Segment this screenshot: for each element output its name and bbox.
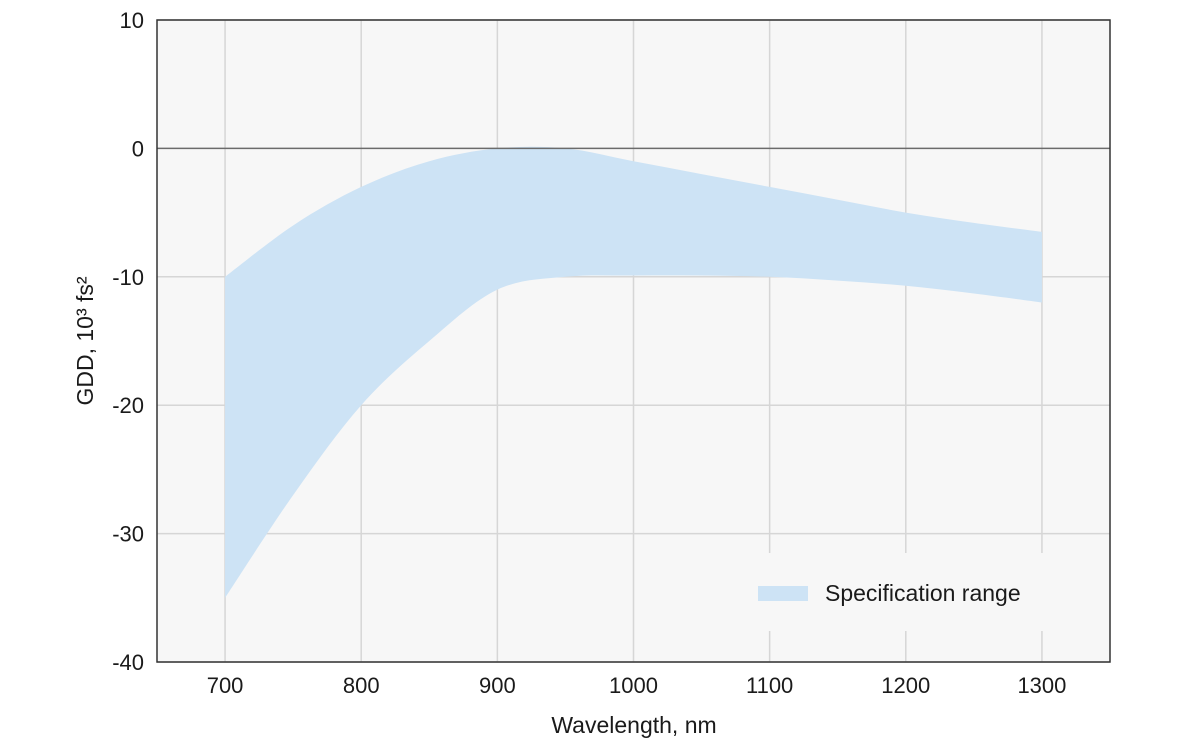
y-tick-label--20: -20: [112, 393, 144, 418]
series-layer: [225, 146, 1042, 598]
y-axis-label: GDD, 10³ fs²: [72, 276, 98, 405]
x-tick-label-700: 700: [207, 673, 244, 698]
x-tick-label-1000: 1000: [609, 673, 658, 698]
x-tick-label-1100: 1100: [746, 673, 793, 698]
y-tick-label--10: -10: [112, 265, 144, 290]
x-tick-label-800: 800: [343, 673, 380, 698]
legend-label: Specification range: [825, 580, 1021, 606]
x-tick-label-900: 900: [479, 673, 516, 698]
legend: Specification range: [758, 580, 1021, 606]
y-tick-label--40: -40: [112, 650, 144, 675]
tick-labels: 700 800 900 1000 1100 1200 1300 10 0 -10 -20 -30 -40: [112, 8, 1066, 698]
y-tick-label--30: -30: [112, 522, 144, 547]
x-tick-label-1300: 1300: [1017, 673, 1066, 698]
y-tick-label-0: 0: [132, 136, 144, 161]
x-axis-label: Wavelength, nm: [551, 712, 716, 738]
series-band-0: [225, 146, 1042, 598]
y-tick-label-10: 10: [120, 8, 144, 33]
plot-frame: [156, 19, 1111, 663]
x-tick-label-1200: 1200: [881, 673, 930, 698]
legend-swatch: [758, 586, 808, 601]
